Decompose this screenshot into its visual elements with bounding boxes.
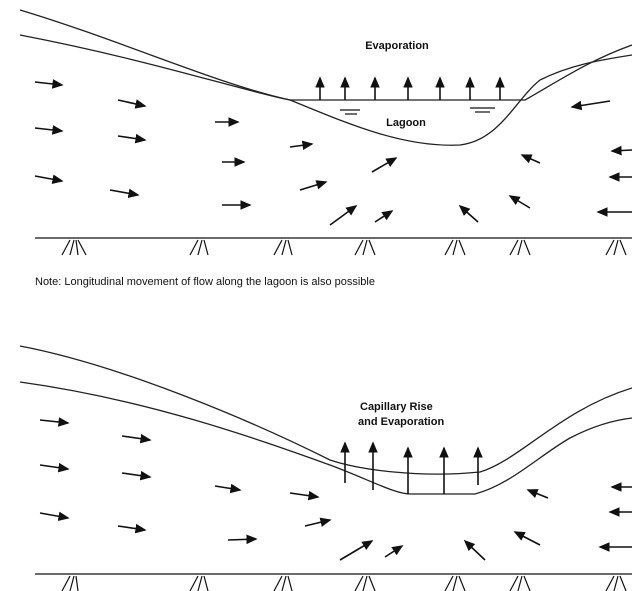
capillary-arrows [340, 441, 483, 494]
bottom-panel: Capillary Rise and Evaporation [19, 345, 632, 591]
note: Note: Longitudinal movement of flow alon… [35, 276, 375, 288]
evaporation-label: Evaporation [365, 40, 429, 52]
roots [61, 575, 627, 591]
flow-arrows [34, 79, 632, 226]
ground-surface [19, 34, 632, 146]
capillary-label: and Evaporation [358, 416, 444, 428]
lagoon-label: Lagoon [386, 117, 426, 129]
evaporation-arrows [315, 76, 505, 100]
top-panel: Evaporation Lagoon [19, 9, 632, 256]
roots [61, 239, 627, 256]
capillary-label: Capillary Rise [360, 401, 433, 413]
flow-arrows [39, 417, 632, 561]
ground-surface [19, 381, 632, 495]
water-table [19, 345, 632, 475]
